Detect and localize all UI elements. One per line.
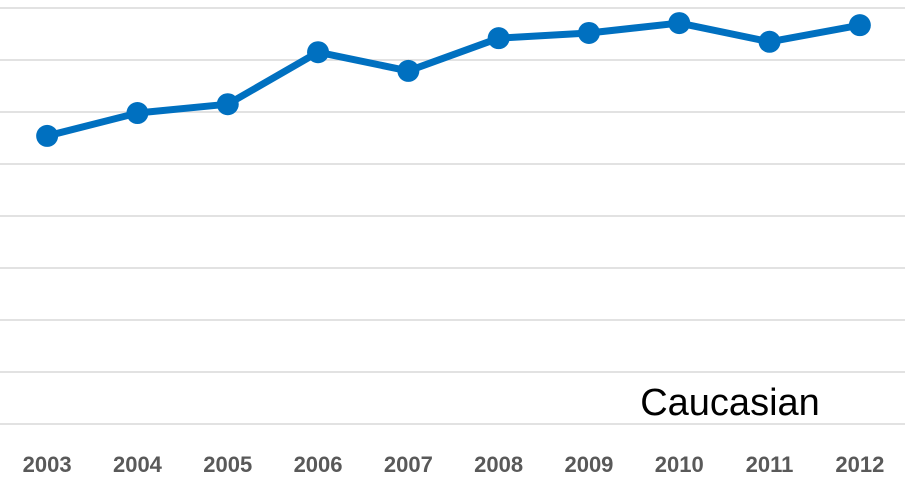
- x-tick-label: 2004: [113, 452, 163, 477]
- x-tick-label: 2012: [835, 452, 884, 477]
- x-tick-label: 2005: [203, 452, 252, 477]
- marker: [487, 27, 510, 50]
- x-tick-label: 2003: [23, 452, 72, 477]
- marker: [577, 21, 600, 44]
- marker: [397, 59, 420, 82]
- marker: [307, 41, 330, 64]
- line: [46, 19, 861, 140]
- x-tick-label: 2009: [564, 452, 613, 477]
- x-tick-label: 2011: [746, 452, 794, 477]
- marker: [36, 124, 59, 147]
- marker: [758, 30, 781, 53]
- x-tick-label: 2007: [384, 452, 433, 477]
- x-tick-label: 2008: [474, 452, 523, 477]
- marker: [126, 102, 149, 125]
- x-tick-label: 2010: [655, 452, 704, 477]
- marker: [668, 12, 691, 35]
- annotation: Caucasian: [640, 382, 820, 424]
- marker: [848, 14, 871, 37]
- x-tick-label: 2006: [294, 452, 343, 477]
- marker: [216, 93, 239, 116]
